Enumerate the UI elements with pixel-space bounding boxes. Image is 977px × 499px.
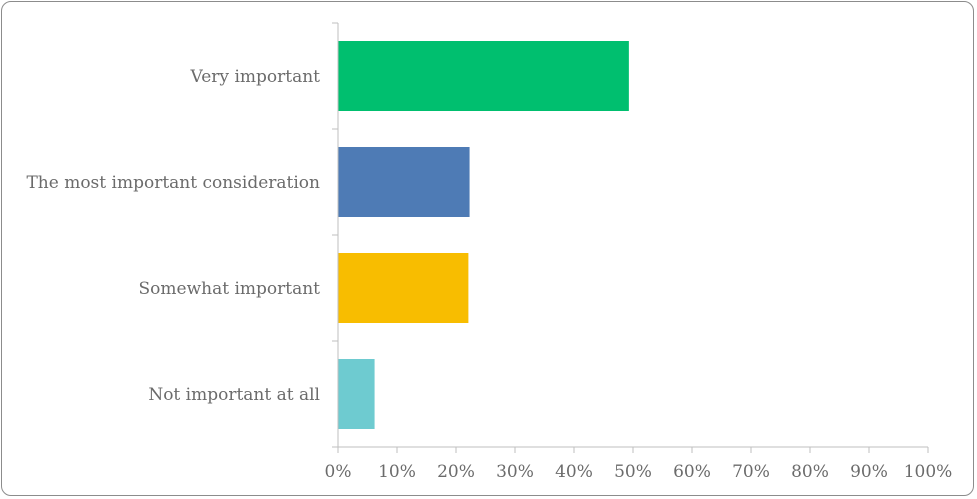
category-label-0: Very important: [190, 67, 321, 87]
x-tick-label-8: 80%: [791, 462, 829, 482]
x-tick-label-2: 20%: [437, 462, 475, 482]
bar-1: [338, 147, 470, 217]
bar-3: [338, 359, 375, 429]
bar-2: [338, 253, 469, 323]
tick-labels: 0% 10% 20% 30% 40% 50% 60% 70% 80% 90% 100%: [325, 462, 953, 482]
x-tick-label-10: 100%: [904, 462, 953, 482]
x-tick-label-3: 30%: [496, 462, 534, 482]
category-label-3: Not important at all: [148, 385, 320, 405]
category-label-1: The most important consideration: [26, 173, 320, 193]
x-tick-label-0: 0%: [325, 462, 352, 482]
x-tick-label-6: 60%: [673, 462, 711, 482]
bar-0: [338, 41, 629, 111]
x-tick-label-5: 50%: [614, 462, 652, 482]
x-tick-label-7: 70%: [732, 462, 770, 482]
x-tick-label-1: 10%: [378, 462, 416, 482]
bars: [338, 41, 629, 429]
x-tick-label-9: 90%: [850, 462, 888, 482]
x-tick-label-4: 40%: [555, 462, 593, 482]
axes: [332, 22, 929, 453]
category-label-2: Somewhat important: [139, 279, 321, 299]
category-labels: Very important The most important conside…: [26, 67, 320, 405]
